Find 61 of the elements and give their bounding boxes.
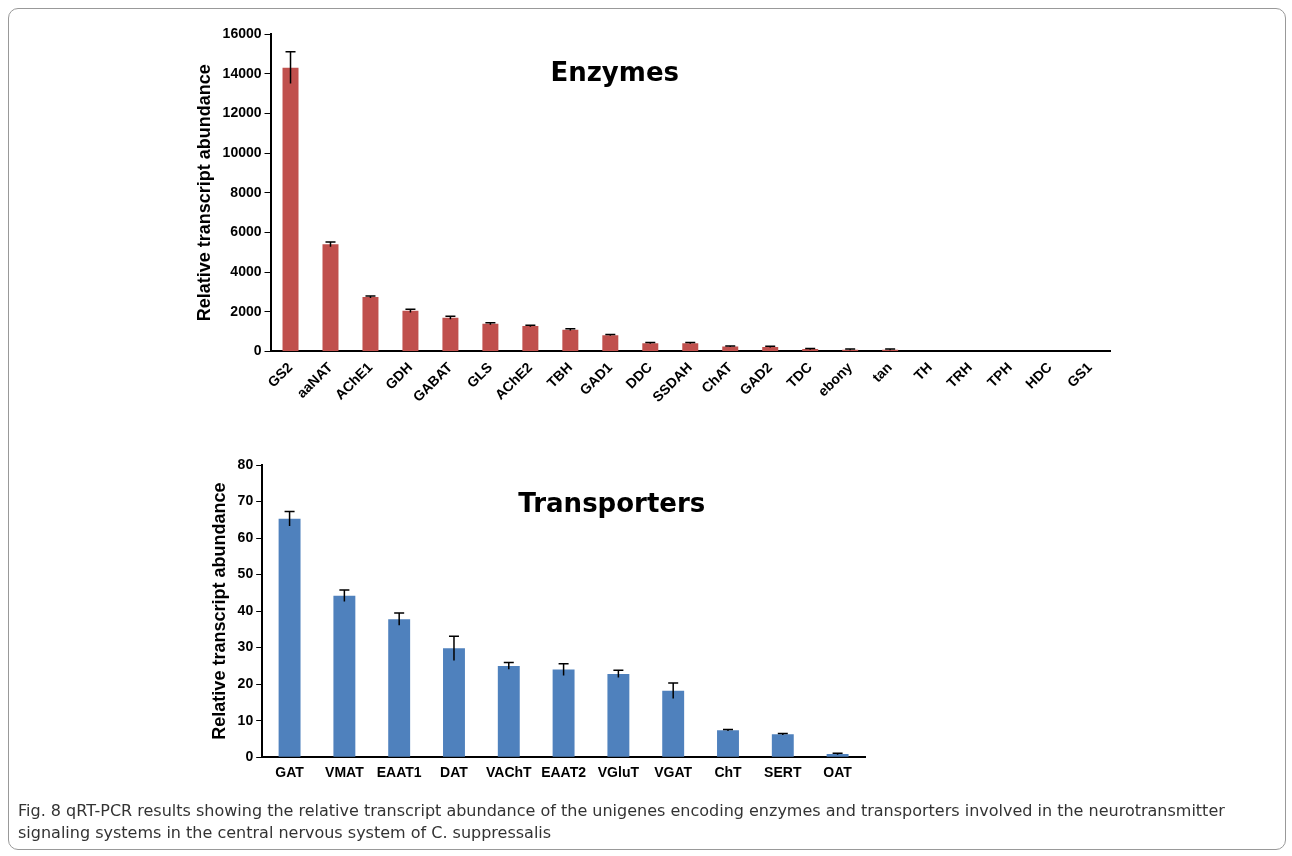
y-tick-label: 12000	[222, 104, 262, 121]
x-tick-label: GAT	[275, 764, 305, 781]
x-tick-label: VAChT	[485, 764, 533, 781]
bar	[282, 67, 299, 351]
x-tick-label: tan	[868, 358, 895, 386]
y-tick-label: 60	[237, 528, 254, 545]
y-tick-label: 70	[237, 492, 254, 509]
bar	[442, 317, 459, 351]
x-tick-label: VMAT	[325, 764, 365, 781]
y-tick-label: 14000	[222, 64, 262, 81]
y-tick-label: 2000	[230, 302, 262, 319]
bar	[497, 665, 520, 757]
y-axis-title: Relative transcript abundance	[208, 482, 229, 740]
y-axis-title: Relative transcript abundance	[193, 64, 214, 322]
bar	[278, 518, 301, 757]
x-tick-label: TDC	[783, 358, 816, 391]
bar	[662, 690, 685, 757]
x-tick-label: VGAT	[654, 764, 693, 781]
bar	[826, 753, 849, 757]
y-tick-label: 50	[237, 565, 254, 582]
bar	[552, 669, 575, 757]
x-tick-label: OAT	[823, 764, 853, 781]
bar	[607, 673, 630, 757]
y-tick-label: 4000	[230, 262, 262, 279]
bar	[333, 595, 356, 757]
caption: Fig. 8 qRT-PCR results showing the relative transcript abundance of the unigenes encoding enzymes and transporters involved in the neurotransmitter signaling systems in the central nervous system of C. suppressalis	[18, 800, 1226, 844]
bar	[682, 343, 699, 351]
text: Transporters	[518, 487, 706, 518]
x-tick-label: DAT	[440, 764, 469, 781]
y-tick-label: 0	[245, 748, 254, 765]
bar	[402, 310, 419, 351]
y-tick-label: 30	[237, 638, 254, 655]
y-tick-label: 6000	[230, 223, 262, 240]
bar	[443, 648, 465, 757]
x-tick-label: EAAT2	[541, 764, 587, 781]
bar	[642, 343, 659, 351]
x-tick-label: EAAT1	[376, 764, 422, 781]
bar	[717, 730, 739, 757]
y-tick-label: 20	[237, 675, 254, 692]
bar	[602, 335, 619, 351]
bar	[522, 326, 539, 351]
bar	[771, 734, 794, 757]
x-tick-label: ChT	[714, 764, 743, 781]
bar	[562, 329, 579, 351]
text: Enzymes	[550, 56, 679, 87]
y-tick-label: 80	[237, 455, 254, 472]
y-tick-label: 0	[253, 342, 262, 359]
x-tick-label: TH	[910, 358, 935, 384]
y-tick-label: 10	[237, 711, 254, 728]
y-tick-label: 16000	[222, 24, 262, 41]
y-tick-label: 40	[237, 601, 254, 618]
x-tick-label: SERT	[764, 764, 802, 781]
y-tick-label: 8000	[230, 183, 262, 200]
y-tick-label: 10000	[222, 143, 262, 160]
x-tick-label: GS1	[1063, 358, 1096, 391]
bar	[362, 296, 379, 351]
x-tick-label: GS2	[264, 358, 296, 391]
bar	[482, 323, 499, 351]
bar	[388, 619, 411, 757]
bar	[322, 244, 339, 351]
x-tick-label: VGluT	[597, 764, 640, 781]
